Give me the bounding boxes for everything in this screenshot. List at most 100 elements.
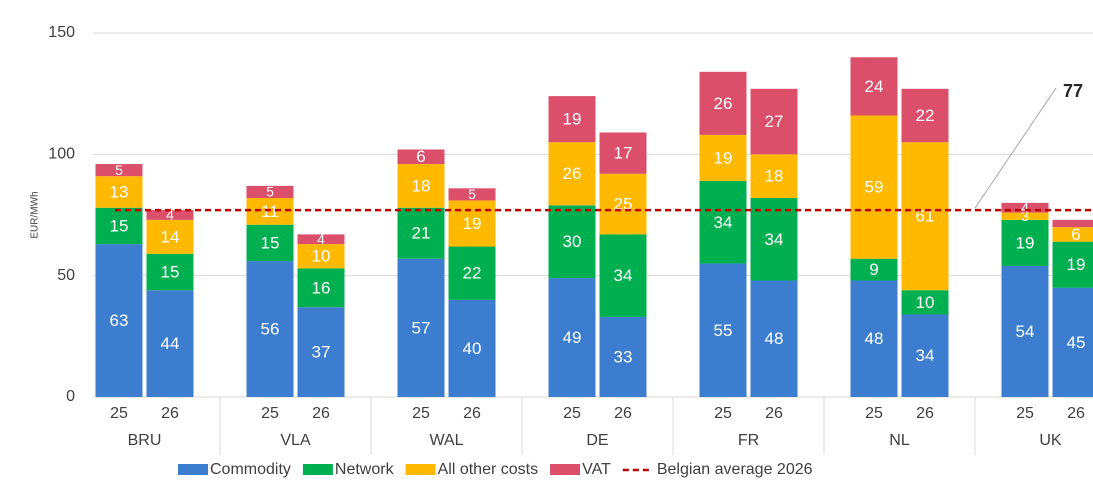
data-label: 56 [261, 320, 280, 339]
bar-segment [146, 219, 194, 254]
bar-segment [297, 268, 345, 308]
data-label: 24 [865, 77, 884, 96]
bar-segment [699, 263, 747, 397]
bar-segment [850, 258, 898, 281]
bar-segment [95, 164, 143, 177]
bar-segment [297, 307, 345, 397]
data-label: 4 [166, 207, 174, 223]
data-label: 3 [1021, 208, 1029, 224]
data-label: 48 [765, 329, 784, 348]
bar-segment [448, 200, 496, 247]
bar-segment [599, 316, 647, 397]
data-label: 22 [463, 264, 482, 283]
data-label: 14 [161, 227, 180, 246]
data-label: 6 [416, 147, 425, 166]
bar-segment [750, 280, 798, 397]
data-label: 48 [865, 329, 884, 348]
data-label: 61 [916, 207, 935, 226]
data-label: 4 [1021, 199, 1029, 215]
data-label: 5 [468, 186, 476, 202]
data-label: 18 [412, 176, 431, 195]
bar-segment [548, 142, 596, 206]
annotation-leader [974, 87, 1057, 209]
x-tick-label: 26 [765, 405, 783, 422]
x-tick-label: 26 [1067, 405, 1085, 422]
legend-label: VAT [582, 461, 611, 478]
bar-segment [750, 88, 798, 155]
x-tick-label: 26 [161, 405, 179, 422]
bar-segment [1001, 212, 1049, 220]
data-label: 10 [916, 293, 935, 312]
bar-segment [397, 258, 445, 397]
x-tick-label: 25 [261, 405, 279, 422]
data-label: 13 [110, 182, 129, 201]
bar-segment [901, 142, 949, 291]
bar-segment [95, 244, 143, 397]
data-label: 45 [1067, 333, 1086, 352]
legend-label: Belgian average 2026 [657, 461, 813, 478]
data-label: 55 [714, 321, 733, 340]
data-label: 19 [1067, 255, 1086, 274]
bar-segment [850, 115, 898, 259]
bar-segment [548, 278, 596, 397]
data-label: 34 [765, 230, 784, 249]
bar-segment [1052, 287, 1093, 397]
bar-segment [599, 234, 647, 317]
data-label: 19 [1016, 233, 1035, 252]
legend-label: Network [335, 461, 395, 478]
bar-segment [246, 261, 294, 397]
bar-segment [1001, 265, 1049, 397]
annotation: 77 [1063, 81, 1083, 101]
data-label: 22 [916, 106, 935, 125]
group-label: NL [889, 432, 910, 449]
bar-segment [901, 314, 949, 397]
y-tick-label: 50 [57, 267, 75, 284]
data-label: 19 [714, 148, 733, 167]
x-tick-label: 26 [312, 405, 330, 422]
data-label: 19 [463, 214, 482, 233]
group-label: VLA [280, 432, 311, 449]
group-label: DE [586, 432, 608, 449]
y-tick-label: 100 [48, 146, 75, 163]
bar-segment [1052, 219, 1093, 228]
bar-segment [397, 149, 445, 165]
group-label: WAL [429, 432, 463, 449]
legend-label: All other costs [438, 461, 538, 478]
bar-segment [297, 244, 345, 269]
data-label: 30 [563, 232, 582, 251]
data-label: 27 [765, 112, 784, 131]
data-label: 4 [317, 231, 325, 247]
bar-segment [95, 176, 143, 208]
bar-segment [1052, 227, 1093, 242]
bar-segment [1001, 202, 1049, 213]
group-label: UK [1039, 432, 1062, 449]
data-label: 15 [161, 263, 180, 282]
group-label: FR [738, 432, 759, 449]
x-tick-label: 25 [563, 405, 581, 422]
x-tick-label: 26 [916, 405, 934, 422]
x-tick-label: 26 [463, 405, 481, 422]
data-label: 44 [161, 334, 180, 353]
data-label: 63 [110, 311, 129, 330]
data-label: 9 [869, 260, 878, 279]
bar-segment [901, 290, 949, 315]
bar-segment [448, 246, 496, 300]
data-label: 21 [412, 224, 431, 243]
bar-segment [599, 132, 647, 174]
bar-segment [448, 299, 496, 397]
bar-segment [146, 253, 194, 291]
legend-label: Commodity [210, 461, 291, 478]
bar-segment [1001, 219, 1049, 266]
legend-swatch [550, 464, 581, 475]
bar-segment [146, 210, 194, 220]
data-label: 34 [714, 213, 733, 232]
group-label: BRU [128, 432, 162, 449]
data-label: 26 [714, 94, 733, 113]
bar-segment [297, 234, 345, 245]
bar-segment [1052, 241, 1093, 288]
data-label: 59 [865, 178, 884, 197]
bar-segment [699, 134, 747, 182]
data-label: 15 [261, 233, 280, 252]
y-axis-label: EUR/MWh [30, 191, 41, 238]
bar-segment [850, 57, 898, 116]
